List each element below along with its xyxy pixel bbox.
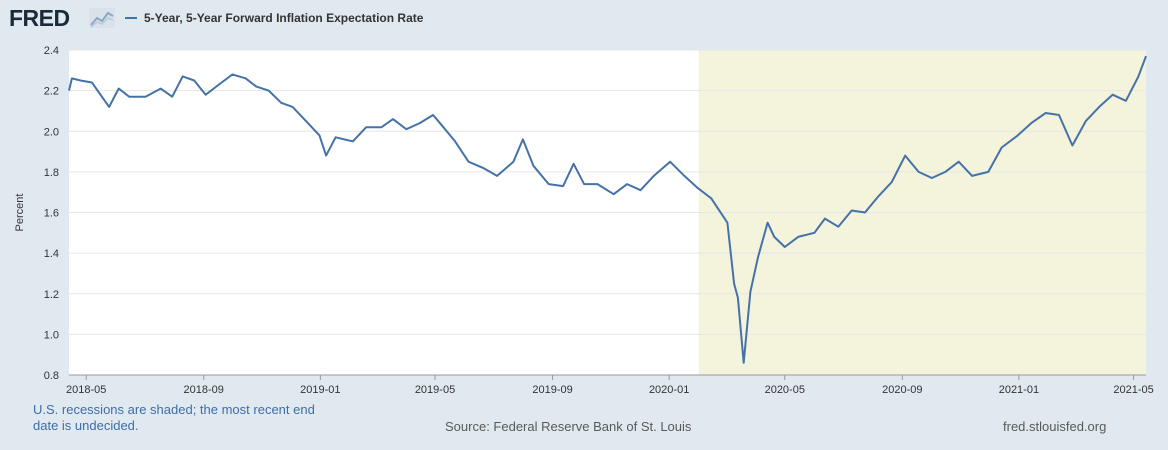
y-tick-label: 1.0 [44, 329, 59, 341]
recession-note: U.S. recessions are shaded; the most rec… [33, 402, 315, 433]
y-tick-label: 1.8 [44, 167, 59, 179]
y-axis-label: Percent [14, 194, 26, 232]
y-tick-label: 1.4 [44, 248, 59, 260]
y-tick-label: 1.6 [44, 208, 59, 220]
x-tick-label: 2018-09 [184, 384, 224, 396]
x-tick-label: 2021-01 [999, 384, 1039, 396]
x-tick-label: 2019-05 [415, 384, 455, 396]
chart-line-icon [89, 8, 115, 28]
line-chart: 0.8 1.0 1.2 1.4 1.6 1.8 2.0 2.2 2.4 2018-05 2018-0… [14, 45, 1154, 396]
series-line [68, 55, 1147, 364]
x-tick-label: 2019-09 [532, 384, 572, 396]
x-tick-label: 2020-05 [765, 384, 805, 396]
y-tick-label: 2.4 [44, 45, 59, 57]
y-tick-label: 1.2 [44, 289, 59, 301]
x-tick-label: 2021-05 [1113, 384, 1153, 396]
x-tick-label: 2020-09 [882, 384, 922, 396]
source-note: Source: Federal Reserve Bank of St. Loui… [445, 419, 692, 434]
site-link[interactable]: fred.stlouisfed.org [1003, 419, 1107, 434]
y-tick-label: 2.2 [44, 86, 59, 98]
legend-label: 5-Year, 5-Year Forward Inflation Expecta… [144, 11, 424, 25]
x-tick-label: 2018-05 [66, 384, 106, 396]
chart-legend: 5-Year, 5-Year Forward Inflation Expecta… [125, 11, 423, 25]
x-tick-label: 2020-01 [649, 384, 689, 396]
legend-swatch [125, 17, 137, 19]
fred-logo[interactable]: FRED [9, 5, 70, 31]
x-tick-label: 2019-01 [300, 384, 340, 396]
y-tick-label: 0.8 [44, 370, 59, 382]
y-tick-label: 2.0 [44, 126, 59, 138]
